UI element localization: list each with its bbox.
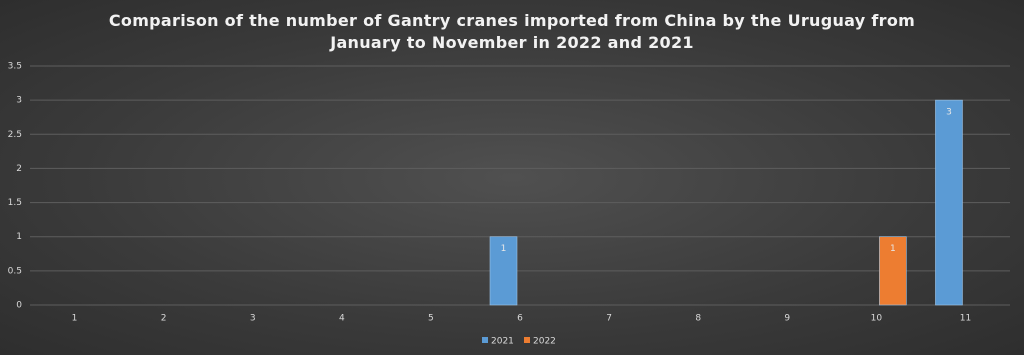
y-tick-label: 2.5 bbox=[8, 130, 22, 140]
y-tick-label: 3.5 bbox=[8, 62, 22, 72]
data-label: 1 bbox=[890, 244, 896, 254]
legend-label: 2021 bbox=[491, 337, 514, 347]
data-label: 3 bbox=[946, 108, 952, 118]
legend-label: 2022 bbox=[533, 337, 556, 347]
x-tick-label: 5 bbox=[428, 314, 434, 324]
x-tick-label: 8 bbox=[695, 314, 701, 324]
x-tick-label: 9 bbox=[784, 314, 790, 324]
y-tick-label: 1.5 bbox=[8, 198, 22, 208]
x-tick-label: 2 bbox=[161, 314, 167, 324]
bar bbox=[879, 236, 907, 306]
x-tick-label: 4 bbox=[339, 314, 345, 324]
x-tick-label: 7 bbox=[606, 314, 612, 324]
x-tick-label: 3 bbox=[250, 314, 256, 324]
y-tick-label: 3 bbox=[16, 96, 22, 106]
data-label: 1 bbox=[501, 244, 507, 254]
y-tick-label: 1 bbox=[16, 232, 22, 242]
bar bbox=[489, 236, 518, 306]
chart-title: Comparison of the number of Gantry crane… bbox=[108, 11, 916, 52]
x-tick-label: 6 bbox=[517, 314, 523, 324]
x-tick-label: 10 bbox=[871, 314, 883, 324]
y-tick-label: 0 bbox=[16, 301, 22, 311]
bar bbox=[935, 99, 963, 306]
x-tick-label: 1 bbox=[72, 314, 78, 324]
legend-swatch bbox=[482, 337, 488, 343]
x-tick-label: 11 bbox=[960, 314, 971, 324]
y-tick-label: 2 bbox=[16, 164, 22, 174]
legend-swatch bbox=[524, 337, 530, 343]
y-tick-label: 0.5 bbox=[8, 266, 22, 276]
